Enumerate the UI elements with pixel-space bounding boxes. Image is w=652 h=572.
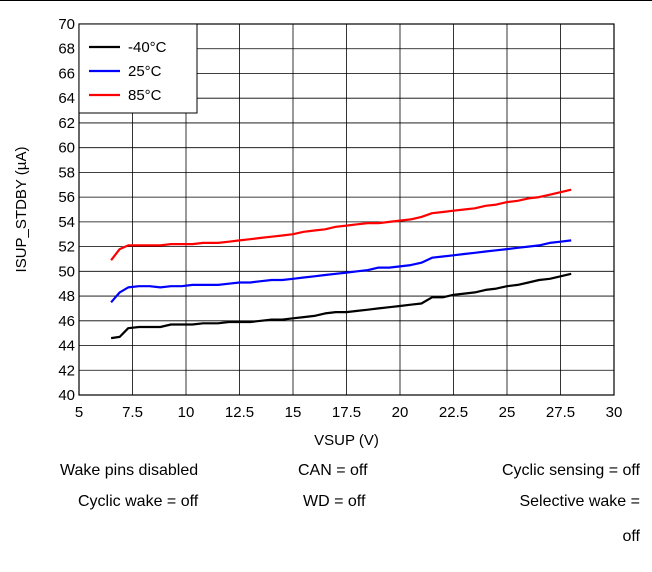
y-tick-label-2: 44: [58, 338, 75, 355]
condition-selective-wake-value: off: [622, 528, 641, 545]
top-divider: [0, 0, 652, 1]
x-tick-label-7: 22.5: [439, 404, 468, 421]
condition-selective-wake: Selective wake =: [519, 493, 640, 510]
legend-box: [78, 23, 198, 114]
x-tick-labels: 5 7.5 10 12.5 15 17.5 20 22.5 25 27.5 30: [75, 404, 623, 421]
y-tick-label-0: 40: [58, 387, 75, 404]
y-tick-label-14: 68: [58, 41, 75, 58]
x-tick-label-1: 7.5: [122, 404, 143, 421]
x-tick-label-8: 25: [499, 404, 516, 421]
series-lines: [110, 188, 572, 340]
y-tick-label-3: 46: [58, 313, 75, 330]
x-tick-label-5: 17.5: [332, 404, 361, 421]
y-tick-label-15: 70: [58, 16, 75, 33]
x-tick-label-9: 27.5: [546, 404, 575, 421]
y-tick-label-5: 50: [58, 263, 75, 280]
y-tick-labels: 40 42 44 46 48 50 52 54 56 58 60 62 64 66 68 70: [58, 16, 75, 404]
x-tick-label-2: 10: [178, 404, 195, 421]
y-tick-label-9: 58: [58, 164, 75, 181]
x-tick-label-3: 12.5: [225, 404, 254, 421]
x-tick-label-6: 20: [392, 404, 409, 421]
legend: -40°C 25°C 85°C: [78, 23, 198, 114]
y-tick-label-1: 42: [58, 362, 75, 379]
x-tick-label-0: 5: [75, 404, 83, 421]
x-axis-label: VSUP (V): [314, 432, 379, 449]
legend-label-25c: 25°C: [128, 63, 162, 80]
series-line-2: [110, 188, 572, 261]
x-tick-label-10: 30: [606, 404, 623, 421]
legend-label-neg40c: -40°C: [128, 39, 167, 56]
y-tick-label-13: 66: [58, 65, 75, 82]
y-tick-label-10: 60: [58, 140, 75, 157]
line-chart: 5 7.5 10 12.5 15 17.5 20 22.5 25 27.5 30 404244464…: [13, 16, 623, 449]
condition-cyclic-sensing: Cyclic sensing = off: [502, 462, 640, 479]
y-tick-label-8: 56: [58, 189, 75, 206]
series-line-1: [110, 239, 572, 304]
condition-cyclic-wake: Cyclic wake = off: [78, 493, 199, 510]
plot-frame: [78, 23, 615, 396]
series-line-0: [110, 272, 572, 340]
condition-can: CAN = off: [298, 462, 368, 479]
y-tick-label-12: 64: [58, 90, 75, 107]
condition-wake-pins: Wake pins disabled: [60, 462, 199, 479]
legend-label-85c: 85°C: [128, 87, 162, 104]
y-tick-label-6: 52: [58, 239, 75, 256]
y-tick-label-7: 54: [58, 214, 75, 231]
y-tick-label-11: 62: [58, 115, 75, 132]
condition-wd: WD = off: [303, 493, 366, 510]
y-tick-label-4: 48: [58, 288, 75, 305]
x-tick-label-4: 15: [285, 404, 302, 421]
y-axis-label: ISUP_STDBY (µA): [13, 147, 30, 273]
